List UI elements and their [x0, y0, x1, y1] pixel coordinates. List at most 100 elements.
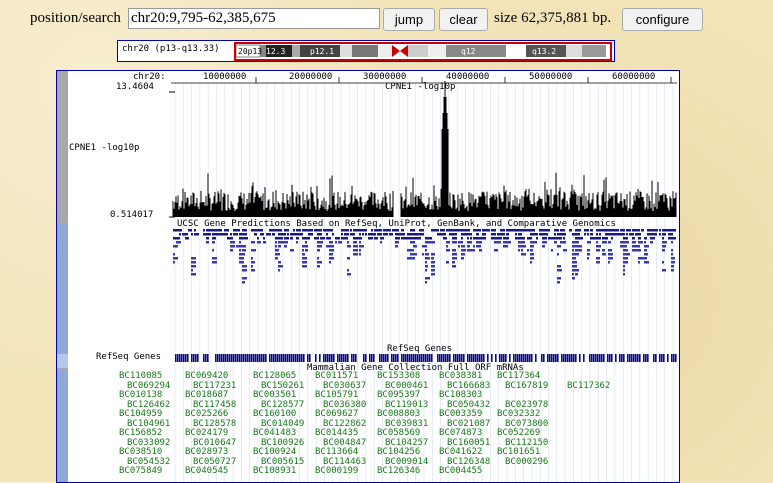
- mgc-gene-label[interactable]: BC032332: [497, 409, 541, 419]
- mgc-gene-label[interactable]: BC052269: [497, 428, 541, 438]
- mgc-gene-label[interactable]: BC023978: [505, 399, 549, 410]
- mgc-gene-label[interactable]: BC038510: [119, 447, 163, 457]
- track-side-buttons[interactable]: [57, 71, 68, 482]
- mgc-gene-label[interactable]: BC003359: [439, 409, 483, 419]
- mgc-gene-label[interactable]: BC108931: [253, 466, 297, 476]
- mgc-gene-label[interactable]: BC128578: [193, 418, 237, 429]
- clear-button[interactable]: clear: [439, 8, 488, 31]
- mgc-gene-label[interactable]: BC108303: [439, 390, 483, 400]
- mgc-gene-label[interactable]: BC000296: [505, 456, 549, 467]
- base-position-ruler: [171, 77, 677, 84]
- mgc-gene-label[interactable]: BC095397: [377, 390, 421, 400]
- mgc-gene-label[interactable]: BC014049: [261, 418, 305, 429]
- band-label: 20p13: [238, 47, 262, 56]
- mgc-gene-label[interactable]: BC114463: [323, 456, 367, 467]
- mgc-gene-label[interactable]: BC041622: [439, 447, 483, 457]
- band-label: p12.1: [310, 47, 334, 56]
- mgc-gene-label[interactable]: BC050432: [447, 399, 491, 410]
- mgc-gene-label[interactable]: BC126348: [447, 456, 491, 467]
- mgc-gene-label[interactable]: BC104959: [119, 409, 163, 419]
- mgc-gene-label[interactable]: BC100924: [253, 447, 297, 457]
- mgc-gene-label[interactable]: BC036380: [323, 399, 367, 410]
- mgc-gene-label[interactable]: BC150261: [261, 380, 305, 391]
- mgc-gene-label[interactable]: BC010138: [119, 390, 163, 400]
- mgc-gene-label[interactable]: BC014435: [315, 428, 359, 438]
- mgc-gene-label[interactable]: BC126462: [127, 399, 171, 410]
- mgc-gene-label[interactable]: BC126346: [377, 466, 421, 476]
- mgc-gene-label[interactable]: BC000461: [385, 380, 429, 391]
- mgc-gene-label[interactable]: BC025266: [185, 409, 229, 419]
- chromosome-ideogram[interactable]: chr20 (p13-q13.33) 20p13 12.3 p12.1 q12 …: [117, 40, 615, 62]
- mgc-gene-label[interactable]: BC104257: [385, 437, 429, 448]
- mgc-gene-label[interactable]: BC040545: [185, 466, 229, 476]
- refseq-genes-track[interactable]: [57, 353, 679, 365]
- mgc-gene-label[interactable]: BC005615: [261, 456, 305, 467]
- mgc-gene-label[interactable]: BC069420: [185, 371, 229, 381]
- mgc-gene-label[interactable]: BC074873: [439, 428, 483, 438]
- jump-button[interactable]: jump: [383, 8, 435, 31]
- cpne1-wiggle-plot[interactable]: [57, 71, 679, 221]
- mgc-gene-label[interactable]: BC119013: [385, 399, 429, 410]
- mgc-gene-label[interactable]: BC054532: [127, 456, 171, 467]
- mgc-gene-label[interactable]: BC008803: [377, 409, 421, 419]
- ideogram-bands: 20p13 12.3 p12.1 q12 q13.2: [236, 44, 606, 58]
- genome-browser-image[interactable]: chr20: 10000000 20000000 30000000 400000…: [56, 70, 680, 483]
- mgc-gene-label[interactable]: BC104256: [377, 447, 421, 457]
- mgc-gene-label[interactable]: BC038381: [439, 371, 483, 381]
- mgc-gene-label[interactable]: BC105791: [315, 390, 359, 400]
- ideogram-selection-box[interactable]: 20p13 12.3 p12.1 q12 q13.2: [234, 42, 612, 61]
- mgc-gene-label[interactable]: BC058569: [377, 428, 421, 438]
- mgc-side-button[interactable]: [57, 370, 68, 482]
- mgc-gene-label[interactable]: BC030637: [323, 380, 367, 391]
- mgc-mrna-track[interactable]: BC110085 BC069420 BC128065 BC011571 BC153308…: [57, 371, 679, 482]
- mgc-gene-label[interactable]: BC128577: [261, 399, 305, 410]
- mgc-gene-label[interactable]: BC033092: [127, 437, 171, 448]
- mgc-gene-label[interactable]: BC113664: [315, 447, 359, 457]
- mgc-gene-label[interactable]: BC000199: [315, 466, 359, 476]
- mgc-gene-label[interactable]: BC160051: [447, 437, 491, 448]
- mgc-gene-label[interactable]: BC003501: [253, 390, 297, 400]
- mgc-gene-label[interactable]: BC050727: [193, 456, 237, 467]
- mgc-gene-label[interactable]: BC010647: [193, 437, 237, 448]
- mgc-gene-label[interactable]: BC028973: [185, 447, 229, 457]
- mgc-gene-label[interactable]: BC128065: [253, 371, 297, 381]
- mgc-gene-label[interactable]: BC117362: [567, 380, 611, 391]
- mgc-gene-label[interactable]: BC122862: [323, 418, 367, 429]
- mgc-gene-label[interactable]: BC069294: [127, 380, 171, 391]
- mgc-gene-label[interactable]: BC069627: [315, 409, 359, 419]
- mgc-gene-label[interactable]: BC041483: [253, 428, 297, 438]
- ucsc-genes-track-title: UCSC Gene Predictions Based on RefSeq, U…: [177, 219, 616, 229]
- mgc-gene-label[interactable]: BC104961: [127, 418, 171, 429]
- mgc-gene-label[interactable]: BC117364: [497, 371, 541, 381]
- mgc-gene-label[interactable]: BC117458: [193, 399, 237, 410]
- configure-button[interactable]: configure: [622, 8, 703, 31]
- mgc-gene-label[interactable]: BC039831: [385, 418, 429, 429]
- mgc-gene-label[interactable]: BC004847: [323, 437, 367, 448]
- mgc-gene-label[interactable]: BC166683: [447, 380, 491, 391]
- mgc-track-title: Mammalian Gene Collection Full ORF mRNAs: [307, 363, 524, 373]
- mgc-gene-label[interactable]: BC011571: [315, 371, 359, 381]
- mgc-gene-label[interactable]: BC100926: [261, 437, 305, 448]
- mgc-gene-label[interactable]: BC018687: [185, 390, 229, 400]
- mgc-gene-label[interactable]: BC009014: [385, 456, 429, 467]
- ucsc-genes-track[interactable]: [57, 221, 679, 351]
- mgc-gene-label[interactable]: BC075849: [119, 466, 163, 476]
- mgc-gene-label[interactable]: BC073800: [505, 418, 549, 429]
- mgc-gene-label[interactable]: BC004455: [439, 466, 483, 476]
- mgc-gene-label[interactable]: BC112150: [505, 437, 549, 448]
- band-label: q12: [461, 47, 476, 56]
- mgc-gene-label[interactable]: BC156852: [119, 428, 163, 438]
- band-label: q13.2: [532, 47, 556, 56]
- mgc-gene-label[interactable]: BC110085: [119, 371, 163, 381]
- mgc-gene-label[interactable]: BC160100: [253, 409, 297, 419]
- mgc-gene-label[interactable]: BC021087: [447, 418, 491, 429]
- mgc-gene-label[interactable]: BC101651: [497, 447, 541, 457]
- refseq-side-button[interactable]: [57, 354, 68, 368]
- position-search-input[interactable]: [128, 8, 380, 29]
- ruler-tick-label: 20000000: [289, 72, 333, 82]
- mgc-gene-label[interactable]: BC167819: [505, 380, 549, 391]
- ucsc-genes-side-button[interactable]: [57, 223, 68, 354]
- mgc-gene-label[interactable]: BC024179: [185, 428, 229, 438]
- mgc-gene-label[interactable]: BC153308: [377, 371, 421, 381]
- mgc-gene-label[interactable]: BC117231: [193, 380, 237, 391]
